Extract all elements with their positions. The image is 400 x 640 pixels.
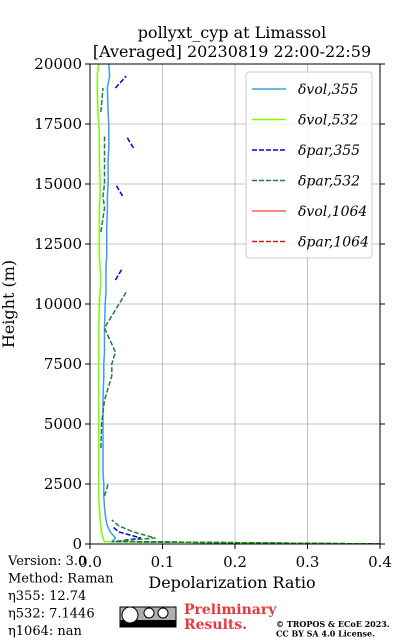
y-tick-label: 20000 [34, 55, 82, 73]
x-tick-label: 0.3 [296, 553, 320, 571]
axes-frame [89, 63, 381, 545]
license-text: © TROPOS & ECoE 2023. [276, 619, 390, 629]
y-tick-label: 10000 [34, 295, 82, 313]
series-line [96, 64, 380, 544]
y-tick-label: 17500 [34, 115, 82, 133]
y-tick-label: 7500 [44, 355, 82, 373]
series-line [100, 87, 380, 544]
legend-label: δpar,1064 [298, 235, 369, 251]
x-tick-label: 0.4 [368, 553, 392, 571]
annotation: Method: Raman [8, 572, 114, 587]
license-text: CC BY SA 4.0 License. [276, 629, 375, 639]
x-axis-label: Depolarization Ratio [148, 573, 315, 592]
preliminary-stamp: Results. [184, 617, 247, 633]
y-tick-label: 5000 [44, 415, 82, 433]
x-tick-label: 0.1 [151, 553, 175, 571]
preliminary-stamp: Preliminary [184, 602, 277, 618]
annotation: η532: 7.1446 [8, 607, 95, 622]
y-tick-label: 12500 [34, 235, 82, 253]
y-tick-label: 15000 [34, 175, 82, 193]
series-line [111, 75, 380, 544]
chart-title: pollyxt_cyp at Limassol [138, 23, 327, 42]
plot-area [96, 64, 380, 544]
chart-subtitle: [Averaged] 20230819 22:00-22:59 [93, 42, 371, 61]
cc-badge [119, 606, 177, 628]
annotation: Version: 3.0 [7, 554, 86, 569]
series-line [102, 64, 380, 544]
legend-label: δvol,1064 [298, 204, 367, 220]
x-tick-label: 0.2 [223, 553, 247, 571]
legend-box [245, 71, 373, 259]
legend-label: δpar,355 [298, 143, 360, 159]
y-axis-label: Height (m) [0, 260, 18, 348]
x-tick-label: 0.0 [78, 553, 102, 571]
legend-label: δvol,532 [298, 113, 359, 129]
y-tick-label: 2500 [44, 475, 82, 493]
legend-label: δpar,532 [298, 174, 360, 190]
y-tick-label: 0 [72, 535, 82, 553]
annotation: η1064: nan [8, 624, 83, 639]
legend-label: δvol,355 [298, 82, 359, 98]
annotation: η355: 12.74 [8, 589, 86, 604]
